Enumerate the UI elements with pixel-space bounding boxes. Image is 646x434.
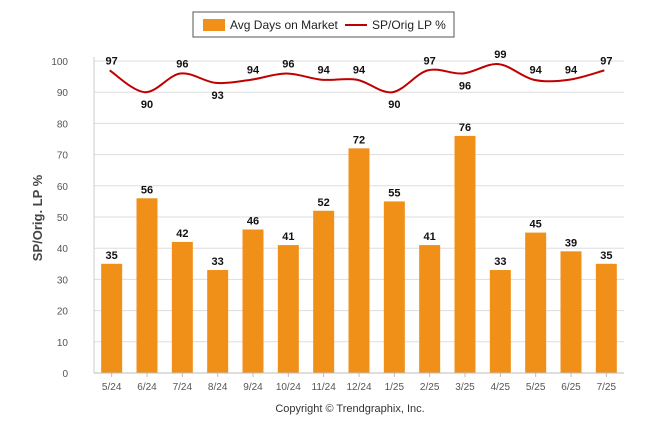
bar-value-label: 33 xyxy=(494,256,506,268)
bar-layer: 35 56 42 33 46 41 52 72 55 41 76 33 45 39 35 xyxy=(101,122,617,373)
x-tick-label: 10/24 xyxy=(276,382,301,393)
line-value-label: 94 xyxy=(530,65,543,77)
x-tick-label: 5/24 xyxy=(102,382,122,393)
bar-value-label: 41 xyxy=(282,231,294,243)
bar-value-label: 42 xyxy=(176,228,188,240)
bar-value-label: 56 xyxy=(141,184,153,196)
bar-value-label: 33 xyxy=(212,256,224,268)
bar-value-label: 46 xyxy=(247,215,259,227)
copyright-text: Copyright © Trendgraphix, Inc. xyxy=(275,403,424,415)
x-tick-label: 9/24 xyxy=(243,382,263,393)
bar xyxy=(136,198,158,373)
legend: Avg Days on Market SP/Orig LP % xyxy=(192,11,455,38)
y-tick-label: 30 xyxy=(57,275,69,286)
line-value-label: 90 xyxy=(388,99,400,111)
sp-orig-lp-line xyxy=(109,63,605,94)
line-value-label: 96 xyxy=(176,58,188,70)
line-value-label: 94 xyxy=(318,65,331,77)
line-value-label: 93 xyxy=(212,90,224,102)
line-value-label: 94 xyxy=(247,65,260,77)
line-value-label: 94 xyxy=(353,65,366,77)
bar-value-label: 55 xyxy=(388,187,400,199)
y-axis-title: SP/Orig. LP % xyxy=(30,174,45,261)
y-tick-label: 20 xyxy=(57,307,69,318)
bar-value-label: 35 xyxy=(600,250,612,262)
line-value-label: 97 xyxy=(600,55,612,67)
line-value-label: 97 xyxy=(424,55,436,67)
bar-value-label: 76 xyxy=(459,122,471,134)
bar xyxy=(101,263,123,373)
line-value-label: 90 xyxy=(141,99,153,111)
bar-value-label: 72 xyxy=(353,134,365,146)
y-tick-label: 70 xyxy=(57,151,69,162)
bar-value-label: 45 xyxy=(530,219,542,231)
bar xyxy=(242,229,264,373)
x-tick-label: 3/25 xyxy=(455,382,475,393)
bar xyxy=(525,232,547,373)
x-tick-label: 11/24 xyxy=(312,382,337,393)
x-tick-label: 7/24 xyxy=(173,382,193,393)
bar-value-label: 35 xyxy=(106,250,118,262)
bar xyxy=(348,148,370,373)
legend-bar-swatch xyxy=(203,19,225,31)
bar-value-label: 39 xyxy=(565,237,577,249)
x-tick-label: 7/25 xyxy=(597,382,617,393)
bar-value-label: 41 xyxy=(424,231,436,243)
y-tick-label: 90 xyxy=(57,88,69,99)
x-tick-label: 2/25 xyxy=(420,382,440,393)
y-tick-label: 80 xyxy=(57,119,69,130)
y-tick-label: 100 xyxy=(51,57,68,68)
y-tick-label: 0 xyxy=(62,369,68,380)
bar xyxy=(277,245,299,373)
bar xyxy=(171,241,193,373)
bar xyxy=(560,251,582,373)
x-tick-label: 8/24 xyxy=(208,382,228,393)
y-tick-label: 10 xyxy=(57,338,69,349)
line-layer: 97 90 96 93 94 96 94 94 90 97 96 99 94 94 97 xyxy=(106,49,613,111)
bar xyxy=(383,201,405,373)
bar xyxy=(454,135,476,373)
x-tick-label: 6/24 xyxy=(137,382,157,393)
x-tick-label: 6/25 xyxy=(561,382,581,393)
x-tick-label: 4/25 xyxy=(491,382,511,393)
bar xyxy=(419,245,441,373)
bar xyxy=(595,263,617,373)
line-value-label: 96 xyxy=(459,80,471,92)
y-tick-label: 40 xyxy=(57,244,69,255)
x-tick-label: 1/25 xyxy=(385,382,405,393)
line-value-label: 96 xyxy=(282,58,294,70)
bar xyxy=(489,270,511,373)
axis-layer: 0 10 20 30 40 50 60 70 80 90 100 5/24 6/24 7/24 8/24 9/… xyxy=(51,57,624,393)
x-tick-label: 12/24 xyxy=(346,382,371,393)
legend-frame xyxy=(192,11,455,38)
x-tick-label: 5/25 xyxy=(526,382,546,393)
bar-value-label: 52 xyxy=(318,197,330,209)
bar xyxy=(313,210,335,373)
line-value-label: 97 xyxy=(106,55,118,67)
line-value-label: 94 xyxy=(565,65,578,77)
legend-bar-label: Avg Days on Market xyxy=(230,18,338,32)
y-tick-label: 50 xyxy=(57,213,69,224)
line-value-label: 99 xyxy=(494,49,506,61)
bar xyxy=(207,270,229,373)
y-tick-label: 60 xyxy=(57,182,69,193)
legend-line-label: SP/Orig LP % xyxy=(372,18,446,32)
